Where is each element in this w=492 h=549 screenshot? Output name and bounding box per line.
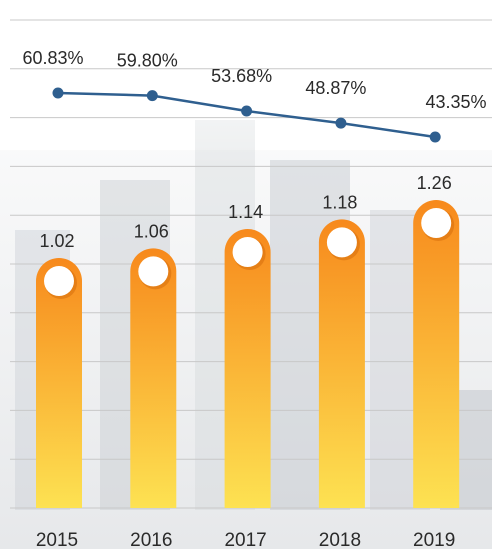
bar [318, 219, 365, 508]
bar-knob [326, 227, 357, 258]
line-point [146, 90, 158, 102]
bar [130, 248, 177, 508]
bar-knob [421, 208, 452, 238]
x-tick-label: 2015 [36, 530, 78, 549]
x-tick-label: 2017 [224, 530, 266, 549]
x-tick-label: 2018 [319, 530, 361, 549]
bar [413, 200, 460, 508]
x-tick-label: 2016 [130, 530, 172, 549]
line-value-label: 53.68% [211, 66, 272, 86]
line-point [52, 87, 64, 99]
line-series [52, 87, 441, 143]
x-axis: 2015 2016 2017 2018 2019 [36, 530, 455, 549]
line-value-label: 59.80% [117, 51, 178, 71]
line-value-label: 48.87% [305, 78, 366, 98]
line-value-label: 43.35% [425, 92, 486, 112]
line-point [335, 117, 347, 129]
bar [36, 258, 82, 508]
data-labels: 1.02 1.06 1.14 1.18 1.26 60.83% 59.80% 53.68% 48… [22, 48, 486, 251]
bar-value-label: 1.06 [134, 221, 169, 241]
bar-value-label: 1.26 [417, 173, 452, 193]
bar-value-label: 1.14 [228, 202, 263, 222]
x-tick-label: 2019 [413, 530, 455, 549]
bar-knob [232, 237, 263, 267]
bar-knob [138, 256, 169, 287]
line-point [429, 131, 441, 143]
bar-series [36, 200, 460, 508]
bar [224, 229, 271, 508]
bar-value-label: 1.18 [322, 192, 357, 212]
line-point [241, 105, 253, 117]
line-value-label: 60.83% [22, 48, 83, 68]
bar-knob [44, 266, 74, 296]
bar-value-label: 1.02 [39, 231, 74, 251]
